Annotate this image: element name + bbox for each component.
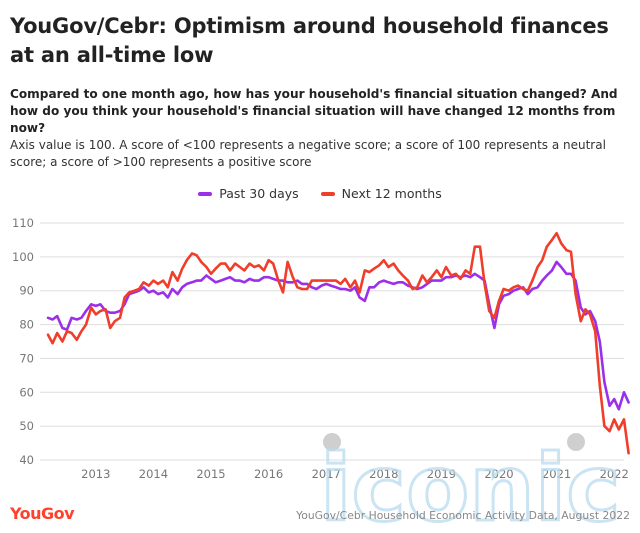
y-tick-label: 110 (12, 216, 34, 230)
y-tick-label: 40 (19, 453, 34, 467)
legend-swatch-past (198, 191, 213, 196)
iconic-watermark: iconic (319, 433, 622, 528)
series-line-next-12-months (46, 231, 630, 455)
x-tick-label: 2013 (81, 467, 110, 480)
y-tick-label: 70 (19, 351, 34, 365)
yougov-logo: YouGov (10, 504, 75, 523)
y-tick-label: 100 (12, 250, 34, 264)
chart-subtitle: Compared to one month ago, how has your … (10, 87, 618, 135)
x-tick-label: 2021 (542, 467, 571, 480)
y-tick-label: 50 (19, 419, 34, 433)
x-tick-label: 2020 (484, 467, 513, 480)
y-tick-label: 60 (19, 385, 34, 399)
x-tick-label: 2014 (139, 467, 168, 480)
x-tick-label: 2015 (196, 467, 225, 480)
page-title: YouGov/Cebr: Optimism around household f… (10, 14, 609, 67)
legend-label-next: Next 12 months (341, 186, 442, 201)
x-tick-label: 2018 (369, 467, 398, 480)
x-tick-label: 2022 (600, 467, 629, 480)
source-note: YouGov/Cebr Household Economic Activity … (296, 509, 630, 522)
legend-label-past: Past 30 days (219, 186, 299, 201)
legend-swatch-next (320, 191, 335, 196)
series-line-past-30-days (46, 260, 630, 411)
watermark-text: iconic (320, 435, 621, 528)
x-tick-label: 2016 (254, 467, 283, 480)
line-chart: 40 50 60 70 80 90 100 110 2013 2014 2015 2016 2017 20… (12, 216, 630, 480)
y-tick-label: 80 (19, 318, 34, 332)
legend-item-past: Past 30 days (198, 186, 299, 201)
legend-item-next: Next 12 months (320, 186, 442, 201)
y-tick-label: 90 (19, 284, 34, 298)
x-tick-label: 2019 (427, 467, 456, 480)
axis-note: Axis value is 100. A score of <100 repre… (10, 138, 606, 169)
watermark-dot-left (323, 433, 341, 451)
x-tick-label: 2017 (312, 467, 341, 480)
watermark-dot-right (567, 433, 585, 451)
chart-legend: Past 30 days Next 12 months (0, 186, 640, 201)
